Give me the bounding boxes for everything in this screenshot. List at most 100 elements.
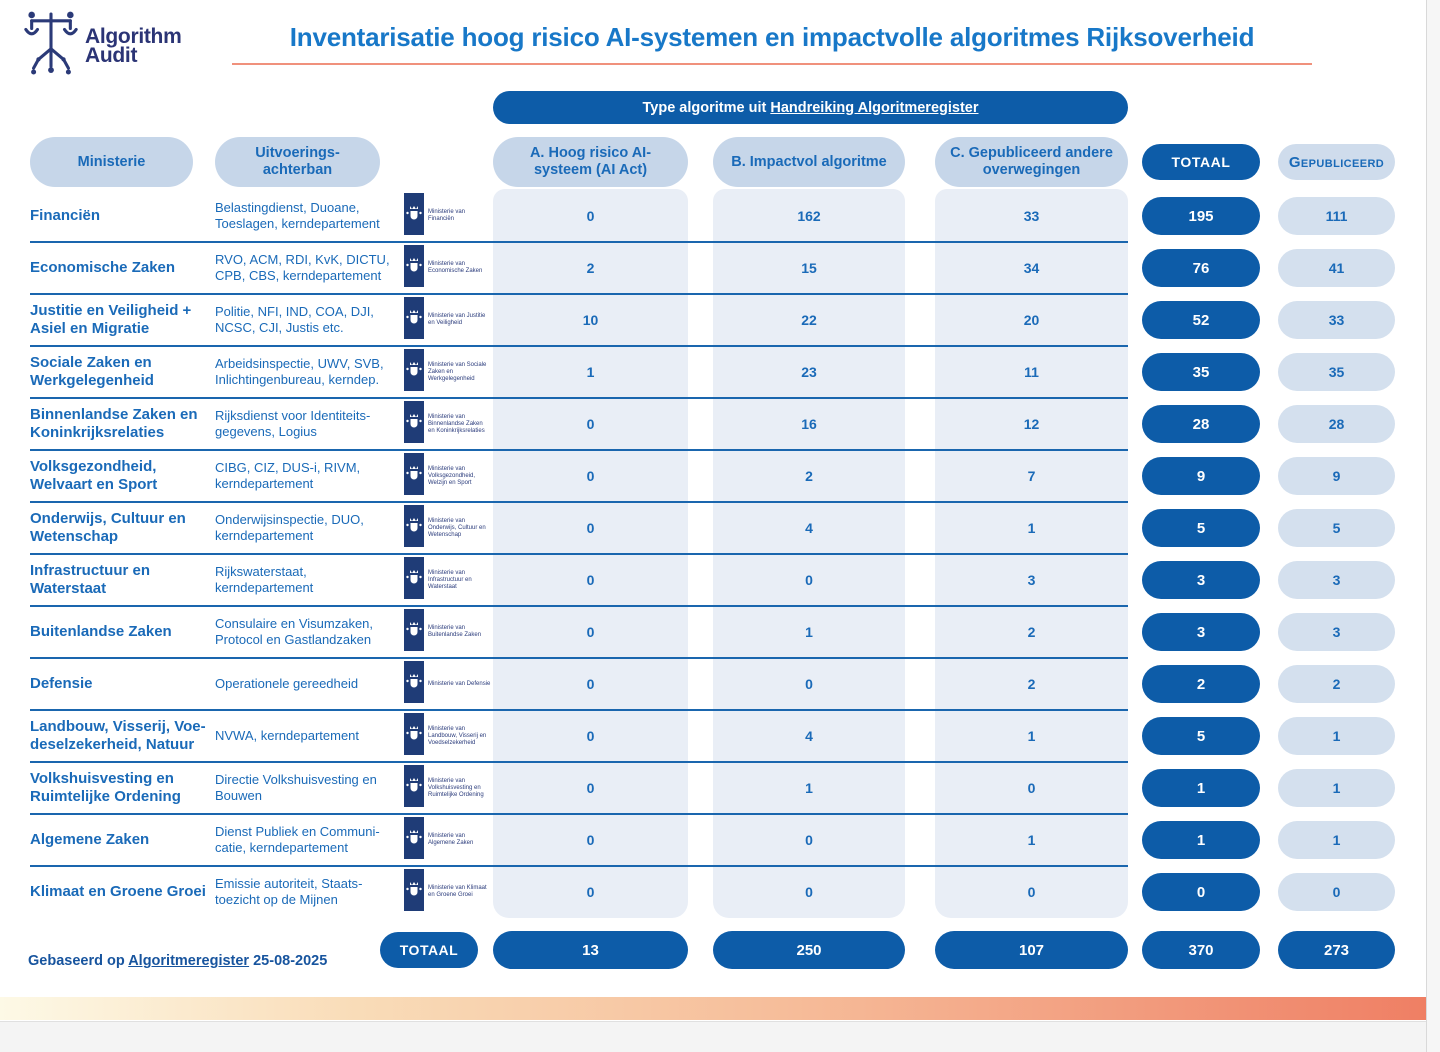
row-total-pill: 9 [1142,457,1260,495]
type-algoritme-banner: Type algoritme uit Handreiking Algoritme… [493,91,1128,124]
ministry-logo: Ministerie van Landbouw, Visserij en Voe… [400,710,493,762]
table-row: Algemene Zaken Dienst Publiek en Communi… [30,814,1395,867]
algorithm-audit-logo: Algorithm Audit [22,8,182,83]
ministry-name: Binnenlandse Zaken en Koninkrijksrelatie… [30,406,198,441]
rijksoverheid-crest-icon [404,556,424,604]
row-total-pill: 76 [1142,249,1260,287]
ministry-name: Defensie [30,675,93,692]
total-impactful-pill: 250 [713,931,905,969]
ministry-name: Algemene Zaken [30,831,150,848]
handreiking-algoritmeregister-link[interactable]: Handreiking Algoritmeregister [770,99,979,116]
rijksoverheid-crest-icon [404,504,424,552]
org-list: Rijkswaterstaat, kerndepartement [215,564,314,595]
ministry-name: Justitie en Veiligheid + Asiel en Migrat… [30,302,192,337]
ministry-name: Volksgezondheid, Welvaart en Sport [30,458,158,493]
count-impactful: 162 [797,208,821,224]
ministry-logo-caption: Ministerie van Financiën [428,209,466,222]
table-row: Volkshuisvesting en Ruimtelijke Ordening… [30,762,1395,815]
header-impactvol: B. Impactvol algoritme [713,137,905,187]
row-total-pill: 0 [1142,873,1260,911]
count-impactful: 0 [805,676,813,692]
count-published-other: 11 [1024,364,1039,380]
source-date: 25-08-2025 [253,953,328,969]
header-hoog-risico: A. Hoog risico AI-systeem (AI Act) [493,137,688,187]
org-list: Politie, NFI, IND, COA, DJI, NCSC, CJI, … [215,304,374,335]
count-high-risk: 1 [586,364,595,380]
ministry-logo-caption: Ministerie van Economische Zaken [428,261,483,274]
org-list: NVWA, kerndepartement [215,728,360,743]
table-row: Sociale Zaken en Werkgelegenheid Arbeids… [30,346,1395,399]
ministry-name: Klimaat en Groene Groei [30,883,206,900]
count-published-other: 34 [1023,260,1040,276]
table-body: Financiën Belastingdienst, Duoane, Toesl… [30,190,1395,918]
count-high-risk: 0 [586,676,595,692]
count-impactful: 0 [805,832,813,848]
ministry-logo-caption: Ministerie van Binnenlandse Zaken en Kon… [428,413,485,434]
right-scroll-gutter[interactable] [1426,0,1440,1052]
table-row: Defensie Operationele gereedheid Ministe… [30,658,1395,711]
grand-published-pill: 273 [1278,931,1395,969]
total-high-risk-pill: 13 [493,931,688,969]
algoritmeregister-link[interactable]: Algoritmeregister [128,953,250,969]
count-impactful: 2 [805,468,813,484]
row-total-pill: 1 [1142,769,1260,807]
row-total-pill: 3 [1142,561,1260,599]
grand-total-pill: 370 [1142,931,1260,969]
row-published-pill: 0 [1278,873,1395,911]
row-total-pill: 195 [1142,197,1260,235]
bottom-gray-area [0,1021,1426,1052]
count-high-risk: 0 [586,728,595,744]
table-row: Financiën Belastingdienst, Duoane, Toesl… [30,190,1395,243]
count-published-other: 0 [1027,780,1036,796]
org-list: Consulaire en Visumzaken, Protocol en Ga… [215,616,374,647]
rijksoverheid-crest-icon [404,816,424,864]
ministry-logo-caption: Ministerie van Volkshuisvesting en Ruimt… [428,777,484,798]
ministry-logo: Ministerie van Algemene Zaken [400,814,493,866]
count-high-risk: 10 [582,312,599,328]
ministry-logo: Ministerie van Sociale Zaken en Werkgele… [400,346,493,398]
ministry-logo: Ministerie van Infrastructuur en Waterst… [400,554,493,606]
rijksoverheid-crest-icon [404,868,424,916]
row-published-pill: 35 [1278,353,1395,391]
org-list: RVO, ACM, RDI, KvK, DICTU, CPB, CBS, ker… [215,252,390,283]
ministry-logo: Ministerie van Volksgezondheid, Welzijn … [400,450,493,502]
count-high-risk: 0 [586,624,595,640]
row-published-pill: 5 [1278,509,1395,547]
org-list: Operationele gereedheid [215,676,359,691]
row-published-pill: 1 [1278,821,1395,859]
count-published-other: 12 [1023,416,1040,432]
rijksoverheid-crest-icon [404,192,424,240]
row-published-pill: 9 [1278,457,1395,495]
rijksoverheid-crest-icon [404,608,424,656]
count-impactful: 4 [805,520,813,536]
ministry-logo-caption: Ministerie van Klimaat en Groene Groei [428,885,487,898]
table-row: Onderwijs, Cultuur en Wetenschap Onderwi… [30,502,1395,555]
row-total-pill: 2 [1142,665,1260,703]
org-list: Emissie autoriteit, Staats­toezicht op d… [215,876,363,907]
ministry-logo-caption: Ministerie van Onderwijs, Cultuur en Wet… [428,517,486,538]
row-published-pill: 3 [1278,561,1395,599]
count-high-risk: 0 [586,468,595,484]
count-high-risk: 0 [586,832,595,848]
count-impactful: 0 [805,884,813,900]
ministry-logo: Ministerie van Binnenlandse Zaken en Kon… [400,398,493,450]
row-published-pill: 33 [1278,301,1395,339]
brand-name: Algorithm Audit [85,24,182,67]
row-published-pill: 1 [1278,769,1395,807]
ministry-logo: Ministerie van Klimaat en Groene Groei [400,866,493,918]
count-impactful: 16 [801,416,817,432]
ministry-logo: Ministerie van Defensie [400,658,493,710]
row-total-pill: 52 [1142,301,1260,339]
source-prefix: Gebaseerd op [28,953,129,969]
count-published-other: 2 [1027,624,1036,640]
header-uitvoerings-achterban: Uitvoerings-achterban [215,137,380,187]
bottom-gradient-bar [0,997,1426,1020]
rijksoverheid-crest-icon [404,764,424,812]
row-published-pill: 41 [1278,249,1395,287]
table-header: Ministerie Uitvoerings-achterban A. Hoog… [30,137,1395,187]
count-impactful: 22 [801,312,817,328]
count-published-other: 1 [1027,520,1036,536]
ministry-name: Financiën [30,207,101,224]
count-impactful: 0 [805,572,813,588]
ministry-logo-caption: Ministerie van Landbouw, Visserij en Voe… [428,725,487,746]
